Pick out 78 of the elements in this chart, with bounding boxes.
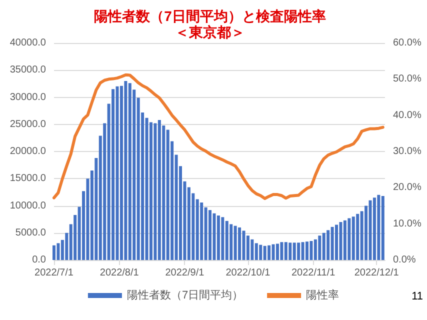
bar [112,89,115,260]
bar [272,244,275,260]
line-series [52,73,384,200]
x-tick-label: 2022/12/1 [354,268,400,278]
bar [372,198,376,260]
bar [116,86,119,260]
bar [56,243,60,260]
bar [314,239,317,260]
text: 11 [412,290,424,302]
bar [276,244,279,260]
y2-tick-label: 0.0% [393,254,416,266]
y-tick-label: 40000.0 [10,38,46,48]
bar [128,83,132,260]
legend-label: 陽性率 [306,288,340,302]
bar [268,245,271,260]
bar [339,222,342,260]
x-tick-label: 2022/9/1 [165,268,205,278]
bar [352,216,355,260]
bar [335,224,338,260]
y-tick-label: 35000.0 [10,64,46,76]
bar [250,239,254,260]
bar [254,243,258,260]
bar [221,217,224,260]
bar [263,246,266,260]
bar [216,216,220,260]
y-tick-label: 10000.0 [10,200,46,212]
bar [200,202,204,260]
bar [284,242,288,260]
x-tick-label: 2022/8/1 [100,268,140,278]
bar [208,210,212,260]
bar [166,130,170,260]
chart-subtitle: ＜東京都＞ [175,24,245,40]
bar [381,196,384,260]
bar [242,230,246,260]
bar [52,245,56,260]
x-tick-label: 2022/10/1 [226,268,271,278]
bar [212,213,216,260]
bar [326,230,330,260]
bar [322,232,326,260]
bar [318,236,322,260]
bar [230,224,233,260]
bar [305,242,308,260]
bar [301,242,304,260]
bar [149,122,152,260]
bar [297,242,300,260]
bar [368,200,372,260]
bar [343,220,346,260]
bar [292,242,296,260]
bar [356,214,360,260]
chart-title: 陽性者数（7日間平均）と検査陽性率 [94,8,326,24]
bar [238,227,242,260]
y2-tick-label: 30.0% [393,146,422,157]
bar [348,218,351,260]
bar [158,120,161,260]
bar [225,220,228,260]
x-tick-label: 2022/7/1 [34,268,74,278]
y2-tick-label: 40.0% [393,110,422,121]
y-tick-label: 20000.0 [10,146,46,157]
y-tick-label: 0.0 [32,254,46,266]
bar [259,244,262,260]
bar [330,226,334,260]
bar [288,242,292,260]
legend-label: 陽性者数（7日間平均） [126,288,244,302]
y-tick-label: 30000.0 [10,92,46,103]
y2-tick-label: 10.0% [393,218,422,230]
y-tick-label: 15000.0 [10,173,46,184]
bar [234,226,237,260]
y2-tick-label: 20.0% [393,182,422,194]
bar [154,123,157,260]
bar [310,241,313,260]
y2-tick-label: 50.0% [393,74,422,85]
y-tick-label: 25000.0 [10,118,46,130]
bar [377,194,380,260]
bar [124,80,128,260]
y-tick-label: 5000.0 [15,227,46,238]
x-tick-label: 2022/11/1 [291,268,336,278]
bar [280,242,284,260]
y2-tick-label: 60.0% [393,38,422,48]
